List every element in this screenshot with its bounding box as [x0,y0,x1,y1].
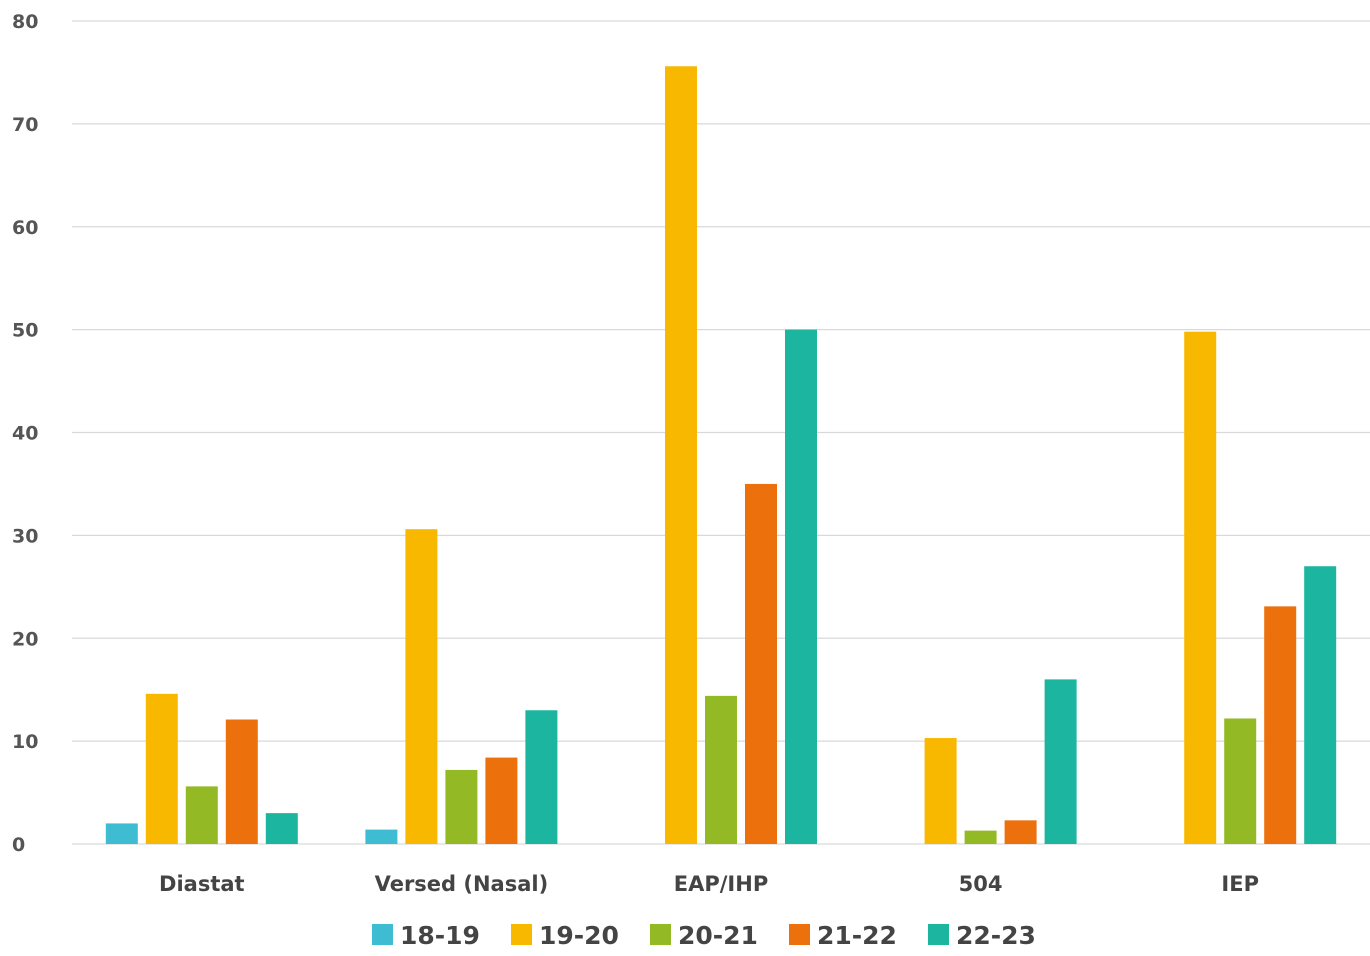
legend-item: 18-19 [372,921,480,950]
y-tick-label: 80 [12,11,38,33]
bar-22-23-versed-nasal- [525,710,558,844]
y-tick-label: 30 [12,525,38,547]
legend-label: 18-19 [400,921,480,950]
bar-21-22-versed-nasal- [485,757,518,844]
bar-19-20-eap-ihp [665,66,697,844]
legend-swatch [789,924,810,945]
x-category-label: Versed (Nasal) [375,872,549,896]
bar-21-22-eap-ihp [745,483,777,844]
bar-21-22-diastat [225,719,258,844]
bar-19-20-iep [1184,331,1217,844]
legend: 18-19 19-20 20-21 21-22 22-23 [372,921,1036,950]
bar-20-21-diastat [185,786,218,844]
bar-20-21-eap-ihp [705,695,737,844]
bar-22-23-eap-ihp [785,329,817,844]
legend-item: 19-20 [511,921,619,950]
legend-label: 20-21 [678,921,758,950]
legend-label: 21-22 [817,921,897,950]
y-axis-tick-labels: 0 10 20 30 40 50 60 70 80 [12,11,38,856]
bar-18-19-diastat [105,823,138,844]
bar-20-21-iep [1224,718,1257,844]
legend-swatch [511,924,532,945]
bar-20-21-versed-nasal- [445,769,478,844]
y-tick-label: 40 [12,423,38,445]
x-category-label: EAP/IHP [674,872,768,896]
y-tick-label: 0 [12,834,25,856]
y-tick-label: 60 [12,217,38,239]
bar-19-20-versed-nasal- [405,529,438,844]
bar-18-19-versed-nasal- [365,829,398,844]
x-category-label: Diastat [159,872,245,896]
bar-19-20-504 [924,738,957,844]
legend-item: 21-22 [789,921,897,950]
y-tick-label: 20 [12,628,38,650]
y-tick-label: 10 [12,731,38,753]
legend-label: 19-20 [539,921,619,950]
bar-21-22-504 [1004,820,1037,844]
gridlines [72,20,1370,845]
bar-22-23-iep [1304,566,1337,844]
legend-swatch [372,924,393,945]
bar-19-20-diastat [145,693,178,844]
x-axis-category-labels: Diastat Versed (Nasal) EAP/IHP 504 IEP [159,872,1259,896]
x-category-label: 504 [959,872,1003,896]
y-tick-label: 50 [12,320,38,342]
x-category-label: IEP [1221,872,1259,896]
bar-20-21-504 [964,830,997,844]
bar-21-22-iep [1264,606,1297,844]
bar-22-23-504 [1044,679,1077,844]
legend-swatch [928,924,949,945]
y-tick-label: 70 [12,114,38,136]
legend-label: 22-23 [956,921,1036,950]
bars [105,66,1337,844]
legend-item: 22-23 [928,921,1036,950]
legend-item: 20-21 [650,921,758,950]
bar-22-23-diastat [265,813,298,844]
legend-swatch [650,924,671,945]
